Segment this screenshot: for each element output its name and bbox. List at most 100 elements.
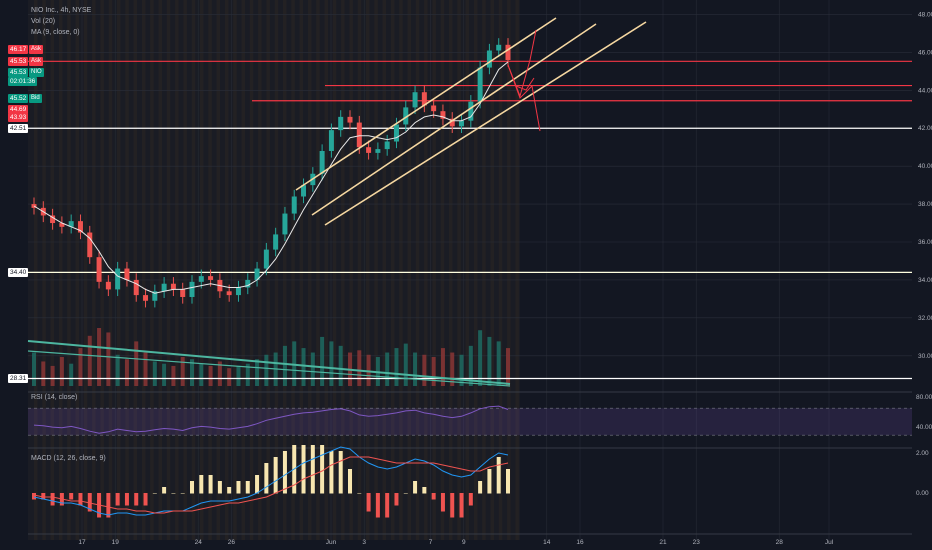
macd-histogram-bar <box>134 493 139 506</box>
macd-histogram-bar <box>208 475 213 494</box>
time-tick-label: 9 <box>462 539 466 546</box>
volume-bar <box>357 350 362 386</box>
candle-body <box>87 232 93 258</box>
candle-body <box>338 116 344 131</box>
candle-body <box>505 44 511 60</box>
macd-histogram-bar <box>468 493 473 506</box>
rsi-legend: RSI (14, close) <box>31 394 78 401</box>
macd-histogram-bar <box>255 475 260 494</box>
macd-histogram-bar <box>403 493 408 494</box>
volume-bar <box>338 345 343 386</box>
projection-arrow <box>507 64 541 132</box>
price-tag-name: Ask <box>29 44 44 54</box>
macd-histogram-bar <box>478 481 483 494</box>
session-stripe <box>440 0 445 540</box>
volume-bar <box>403 343 408 386</box>
candle-body <box>133 279 139 296</box>
session-stripe <box>299 0 304 540</box>
candle-body <box>421 92 427 106</box>
session-stripe <box>249 0 254 540</box>
volume-bar <box>422 354 427 386</box>
candle-body <box>468 101 474 121</box>
price-tag: 46.17 <box>8 44 29 54</box>
macd-histogram-bar <box>273 457 278 494</box>
volume-bar <box>69 363 74 386</box>
candle-body <box>235 287 241 296</box>
volume-bar <box>87 335 92 386</box>
macd-histogram-bar <box>162 487 167 494</box>
time-tick-label: 7 <box>429 539 433 546</box>
volume-bar <box>292 341 297 386</box>
session-stripe <box>42 0 46 540</box>
price-tag-name: NIO <box>29 67 44 77</box>
price-tag: 45.53 <box>8 67 29 77</box>
macd-histogram-bar <box>348 469 352 494</box>
session-stripe <box>67 0 71 540</box>
candle-body <box>263 249 269 269</box>
session-stripe <box>108 0 113 540</box>
time-axis: 17 19 24 26 Jun 3 7 9 14 16 21 23 28 Jul <box>28 533 912 546</box>
session-stripe <box>407 0 411 540</box>
session-stripe <box>490 0 494 540</box>
price-tag: 34.40 <box>8 267 29 277</box>
candle-body <box>143 295 149 301</box>
volume-bar <box>180 357 185 386</box>
volume-bar <box>431 357 436 386</box>
symbol-legend: NIO Inc., 4h, NYSE <box>31 7 92 14</box>
macd-histogram-bar <box>50 493 55 506</box>
volume-bar <box>106 332 111 386</box>
volume-bar <box>115 354 120 386</box>
session-stripe <box>191 0 196 540</box>
macd-tick-label: 2.00 <box>916 450 929 457</box>
price-tag: 45.52 <box>8 94 29 104</box>
volume-bar <box>487 336 492 386</box>
candle-body <box>105 281 111 290</box>
session-stripe <box>415 0 420 540</box>
macd-histogram-bar <box>440 493 445 512</box>
candle-body <box>328 130 334 151</box>
macd-histogram-bar <box>385 493 390 518</box>
volume-legend: Vol (20) <box>31 18 56 25</box>
volume-bar <box>468 345 473 386</box>
session-stripe <box>341 0 345 540</box>
session-stripe <box>465 0 470 540</box>
price-tick-label: 46.00 <box>918 49 932 56</box>
macd-histogram-bar <box>413 481 418 494</box>
session-stripe <box>473 0 478 540</box>
time-tick-label: 16 <box>576 539 584 546</box>
price-tag: 28.31 <box>8 374 29 384</box>
volume-bar <box>190 359 194 386</box>
volume-bar <box>329 341 334 386</box>
volume-bar <box>236 365 241 386</box>
macd-histogram-bar <box>375 493 380 518</box>
macd-signal-line <box>33 456 509 514</box>
macd-histogram-bar <box>357 493 362 494</box>
session-stripe <box>216 0 221 540</box>
volume-bar <box>255 359 260 386</box>
session-stripe <box>166 0 171 540</box>
session-stripe <box>307 0 312 540</box>
macd-histogram-bar <box>115 493 120 506</box>
macd-histogram-bar <box>264 463 269 494</box>
volume-bar <box>506 348 510 386</box>
macd-histogram-bar <box>171 493 176 494</box>
session-stripe <box>498 0 503 540</box>
session-stripe <box>75 0 79 540</box>
time-tick-label: 24 <box>195 539 203 546</box>
session-stripe <box>208 0 212 540</box>
drawings <box>27 17 647 387</box>
candle-body <box>50 215 56 224</box>
candle-body <box>393 124 399 142</box>
macd-histogram-bar <box>180 493 185 494</box>
volume-bar <box>496 341 501 386</box>
price-tag: 42.51 <box>8 123 29 133</box>
time-tick-label: 14 <box>543 539 551 546</box>
session-stripe <box>83 0 88 540</box>
candles <box>31 38 511 308</box>
candle-body <box>198 276 204 282</box>
macd-histogram-bar <box>245 481 250 494</box>
volume-bar <box>320 336 325 386</box>
macd-histogram-bar <box>227 487 232 494</box>
volume-bar <box>208 365 213 386</box>
